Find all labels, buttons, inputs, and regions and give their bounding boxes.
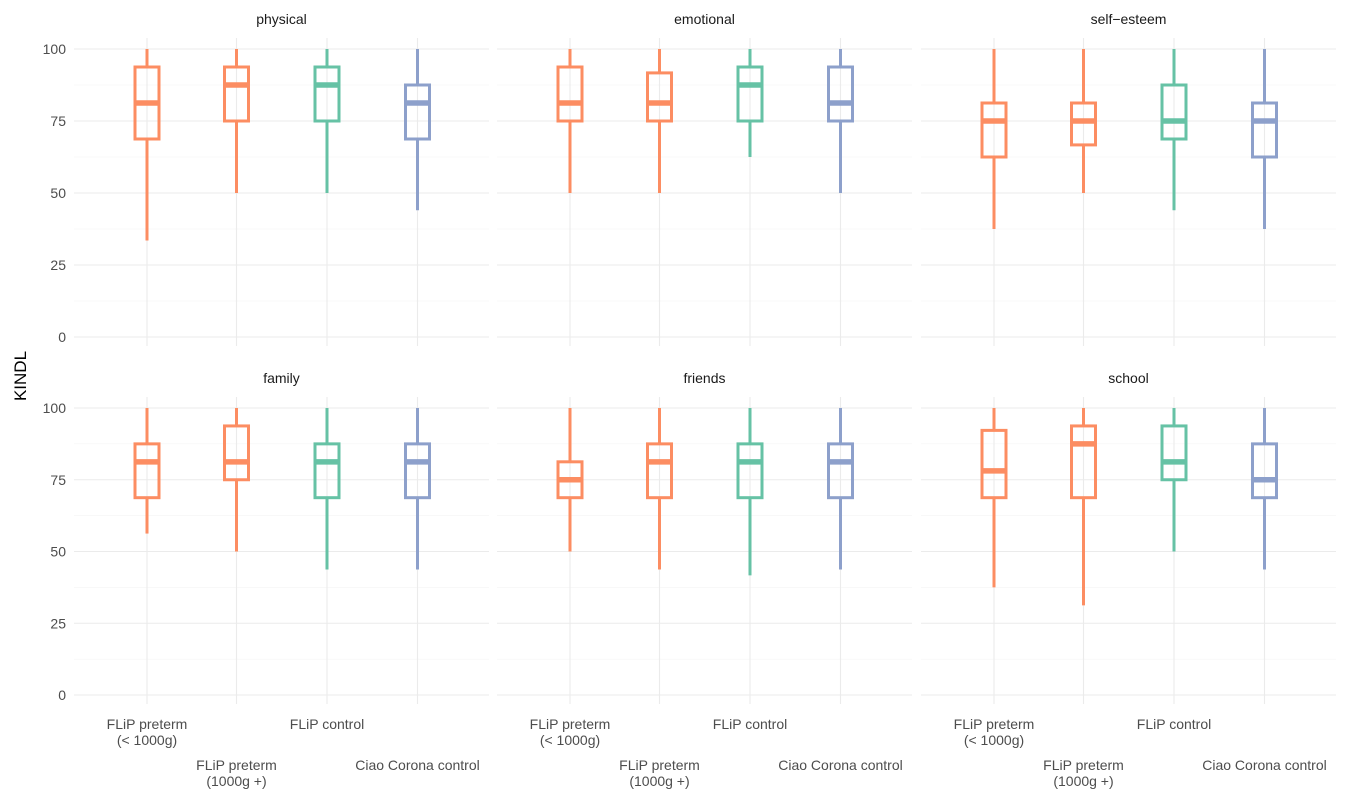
y-tick-label: 100 — [43, 400, 67, 416]
box-control — [736, 49, 764, 157]
box-iqr — [404, 442, 431, 500]
box-control — [1160, 49, 1188, 211]
y-tick-label: 75 — [50, 113, 66, 129]
facet-title: physical — [256, 11, 307, 27]
box-iqr — [133, 442, 161, 500]
facet-panel-5: friends — [497, 370, 912, 704]
box-preterm_lt1000 — [980, 408, 1008, 588]
box-preterm_ge1000 — [646, 49, 673, 193]
facet-title: family — [263, 370, 300, 386]
x-tick-label: FLiP preterm — [1043, 757, 1124, 773]
box-preterm_ge1000 — [1070, 49, 1097, 193]
x-tick-label: (1000g +) — [206, 773, 266, 789]
x-tick-label: Ciao Corona control — [355, 757, 480, 773]
facet-panel-3: self−esteem — [921, 11, 1336, 346]
box-iqr — [646, 71, 673, 123]
box-preterm_lt1000 — [133, 408, 161, 534]
y-tick-label: 50 — [50, 185, 66, 201]
x-tick-label: (1000g +) — [1053, 773, 1113, 789]
box-iqr — [1070, 101, 1097, 147]
box-iqr — [827, 442, 854, 500]
x-tick-label: (< 1000g) — [964, 732, 1024, 748]
box-control — [313, 49, 341, 193]
facet-panel-2: emotional — [497, 11, 912, 346]
box-iqr — [223, 65, 250, 123]
facet-panel-4: family — [74, 370, 489, 704]
x-tick-label: Ciao Corona control — [1202, 757, 1327, 773]
box-control — [736, 408, 764, 576]
box-iqr — [827, 65, 854, 123]
box-iqr — [404, 83, 431, 141]
box-ciao — [1251, 49, 1278, 229]
y-tick-label: 75 — [50, 472, 66, 488]
box-ciao — [827, 49, 854, 193]
box-iqr — [980, 101, 1008, 159]
facet-panel-1: physical — [74, 11, 489, 346]
facet-title: school — [1108, 370, 1148, 386]
facet-title: emotional — [674, 11, 735, 27]
facet-title: friends — [683, 370, 725, 386]
facet-panel-6: school — [921, 370, 1336, 704]
box-iqr — [736, 65, 764, 123]
box-iqr — [313, 65, 341, 123]
box-iqr — [646, 442, 673, 500]
x-tick-label: (1000g +) — [629, 773, 689, 789]
box-preterm_lt1000 — [556, 49, 584, 193]
y-tick-label: 0 — [58, 329, 66, 345]
x-tick-label: FLiP control — [290, 716, 364, 732]
x-tick-label: (< 1000g) — [540, 732, 600, 748]
box-preterm_ge1000 — [223, 408, 250, 552]
box-preterm_ge1000 — [1070, 408, 1097, 606]
y-tick-label: 100 — [43, 41, 67, 57]
box-preterm_ge1000 — [223, 49, 250, 193]
y-tick-label: 0 — [58, 687, 66, 703]
box-ciao — [1251, 408, 1278, 570]
x-tick-label: FLiP preterm — [196, 757, 277, 773]
box-iqr — [223, 424, 250, 482]
box-ciao — [827, 408, 854, 570]
x-tick-label: Ciao Corona control — [778, 757, 903, 773]
box-preterm_ge1000 — [646, 408, 673, 570]
x-tick-label: FLiP preterm — [530, 716, 611, 732]
box-iqr — [556, 65, 584, 123]
box-control — [1160, 408, 1188, 552]
facet-title: self−esteem — [1091, 11, 1167, 27]
box-iqr — [1251, 442, 1278, 500]
box-control — [313, 408, 341, 570]
box-iqr — [736, 442, 764, 500]
box-iqr — [980, 428, 1008, 500]
box-preterm_lt1000 — [980, 49, 1008, 229]
box-iqr — [1160, 83, 1188, 141]
box-iqr — [1251, 101, 1278, 159]
box-preterm_lt1000 — [556, 408, 584, 552]
x-tick-label: FLiP preterm — [107, 716, 188, 732]
y-tick-label: 25 — [50, 257, 66, 273]
x-tick-label: FLiP preterm — [954, 716, 1035, 732]
box-iqr — [313, 442, 341, 500]
y-tick-label: 25 — [50, 615, 66, 631]
x-tick-label: FLiP preterm — [619, 757, 700, 773]
box-iqr — [1160, 424, 1188, 482]
x-tick-label: FLiP control — [1137, 716, 1211, 732]
box-preterm_lt1000 — [133, 49, 161, 241]
y-tick-label: 50 — [50, 544, 66, 560]
box-ciao — [404, 408, 431, 570]
y-axis-title: KINDL — [11, 351, 30, 401]
x-tick-label: FLiP control — [713, 716, 787, 732]
box-iqr — [1070, 424, 1097, 500]
box-ciao — [404, 49, 431, 211]
x-tick-label: (< 1000g) — [117, 732, 177, 748]
